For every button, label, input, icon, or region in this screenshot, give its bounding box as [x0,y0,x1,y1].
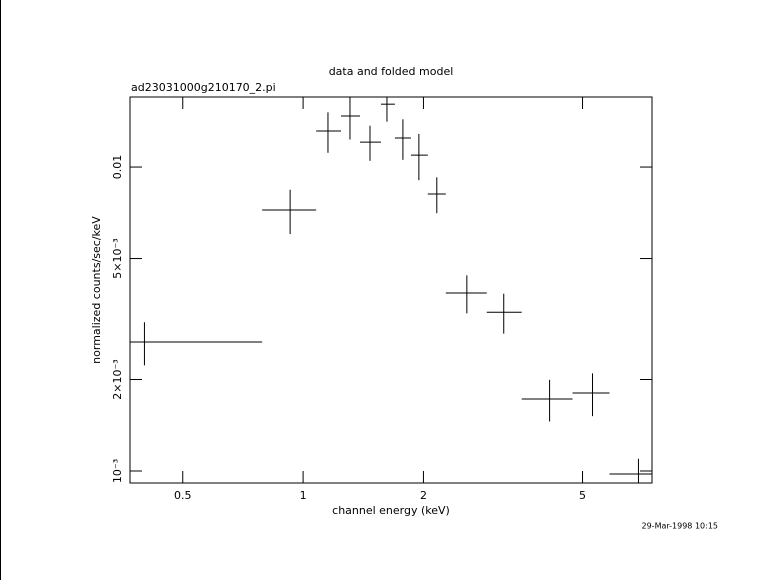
y-tick-label: 10⁻³ [111,459,124,483]
chart-title: data and folded model [329,65,454,78]
y-tick-label: 5×10⁻³ [111,238,124,278]
y-tick-label: 0.01 [111,155,124,180]
x-tick-label: 0.5 [174,489,192,502]
chart-subtitle: ad23031000g210170_2.pi [131,81,276,94]
x-tick-label: 1 [300,489,307,502]
x-axis-label: channel energy (keV) [332,504,450,517]
y-tick-label: 2×10⁻³ [111,359,124,399]
timestamp: 29-Mar-1998 10:15 [642,522,719,531]
x-tick-label: 2 [420,489,427,502]
plot-frame [129,96,653,484]
y-axis-label: normalized counts/sec/keV [90,216,103,364]
x-tick-label: 5 [579,489,586,502]
